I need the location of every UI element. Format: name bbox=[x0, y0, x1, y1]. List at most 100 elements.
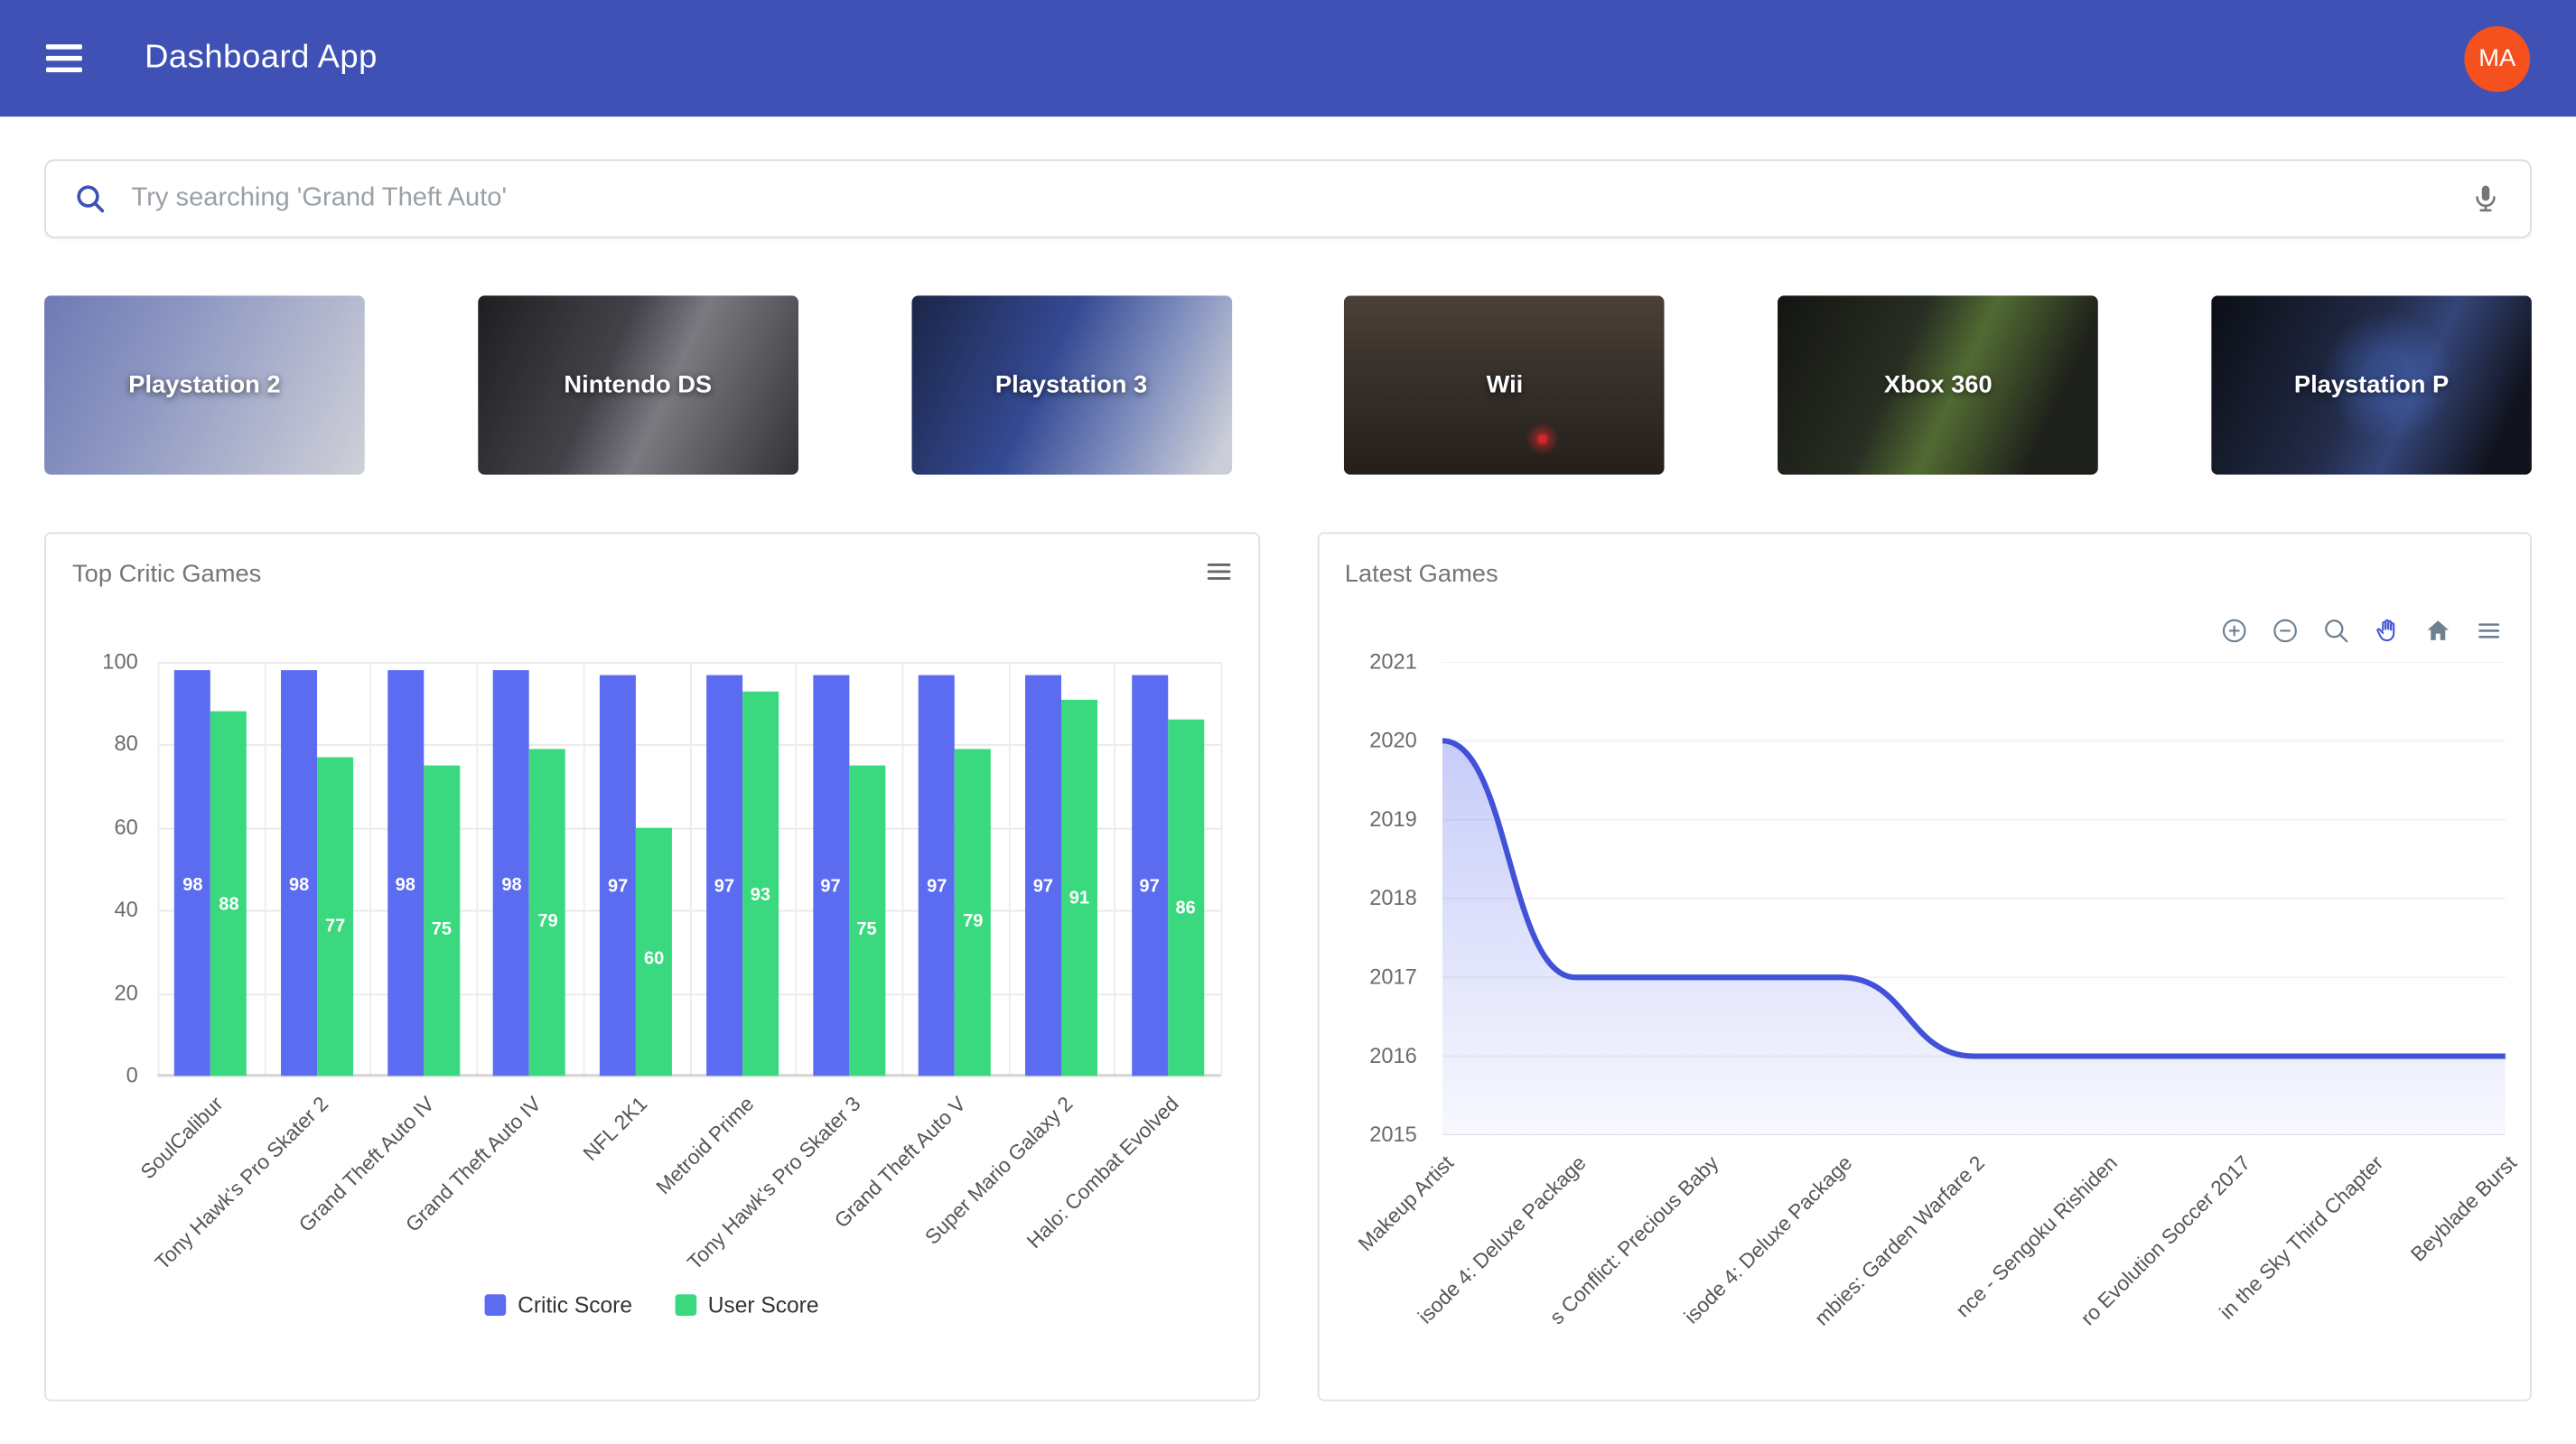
legend-label: Critic Score bbox=[518, 1292, 633, 1318]
bar-value-label: 98 bbox=[395, 875, 415, 896]
y-axis-tick: 0 bbox=[126, 1062, 138, 1088]
area-fill bbox=[1442, 741, 2505, 1135]
search-input[interactable] bbox=[131, 183, 2445, 214]
bar-user-score bbox=[1167, 720, 1204, 1076]
home-icon[interactable] bbox=[2423, 616, 2453, 646]
gridline bbox=[157, 662, 160, 1076]
gridline bbox=[1114, 662, 1116, 1076]
bar-critic-score bbox=[493, 670, 530, 1076]
selection-zoom-icon[interactable] bbox=[2321, 616, 2351, 646]
bar-user-score bbox=[742, 691, 779, 1076]
bar-value-label: 75 bbox=[431, 919, 452, 940]
bar-value-label: 88 bbox=[219, 894, 239, 915]
bar-user-score bbox=[636, 827, 673, 1076]
bar-critic-score bbox=[387, 670, 424, 1076]
y-axis-tick: 2018 bbox=[1369, 885, 1417, 910]
y-axis-tick: 80 bbox=[114, 731, 138, 757]
gridline bbox=[583, 662, 585, 1076]
bar-value-label: 91 bbox=[1069, 889, 1090, 909]
gridline bbox=[476, 662, 479, 1076]
x-axis-label: Metroid Prime bbox=[651, 1092, 759, 1199]
menu-icon[interactable] bbox=[2474, 616, 2504, 646]
gridline bbox=[157, 1076, 1221, 1078]
card-title-top-critic: Top Critic Games bbox=[72, 560, 262, 589]
bar-value-label: 97 bbox=[1139, 877, 1160, 898]
hamburger-menu-icon[interactable] bbox=[45, 44, 82, 72]
avatar[interactable]: MA bbox=[2464, 25, 2531, 91]
app-title: Dashboard App bbox=[145, 39, 378, 76]
card-title-latest-games: Latest Games bbox=[1344, 560, 1498, 589]
chart-menu-icon[interactable] bbox=[1202, 555, 1235, 588]
bar-user-score bbox=[423, 765, 460, 1076]
bar-value-label: 77 bbox=[325, 916, 346, 936]
bar-user-score bbox=[210, 712, 247, 1076]
gridline bbox=[264, 662, 266, 1076]
console-card-wii[interactable]: Wii bbox=[1344, 295, 1666, 475]
gridline bbox=[1220, 662, 1223, 1076]
legend-item[interactable]: Critic Score bbox=[484, 1292, 633, 1318]
legend-item[interactable]: User Score bbox=[675, 1292, 819, 1318]
search-bar[interactable] bbox=[44, 159, 2532, 238]
legend-swatch bbox=[484, 1294, 507, 1316]
console-row: Playstation 2 Nintendo DS Playstation 3 Wii… bbox=[44, 295, 2532, 475]
bar-chart-plot[interactable]: 98 88 98 77 98 75 98 79 97 60 97 93 97 75 97 79 97 91 97 86 bbox=[157, 662, 1223, 1078]
console-label: Wii bbox=[1486, 371, 1524, 399]
bar-value-label: 97 bbox=[714, 877, 734, 898]
zoom-in-icon[interactable] bbox=[2219, 616, 2249, 646]
gridline bbox=[901, 662, 904, 1076]
y-axis-tick: 2016 bbox=[1369, 1043, 1417, 1068]
bar-critic-score bbox=[919, 674, 956, 1076]
gridline bbox=[1008, 662, 1010, 1076]
console-label: Playstation P bbox=[2293, 371, 2450, 399]
bar-user-score bbox=[1060, 699, 1097, 1076]
console-card-playstation-p[interactable]: Playstation P bbox=[2211, 295, 2532, 475]
x-axis-label: Tony Hawk's Pro Skater 2 bbox=[151, 1092, 334, 1275]
x-axis-line bbox=[157, 1074, 1221, 1076]
x-axis-label: Makeup Artist bbox=[1353, 1151, 1459, 1256]
y-axis-tick: 2017 bbox=[1369, 964, 1417, 989]
bar-value-label: 79 bbox=[963, 912, 984, 933]
y-axis-tick: 100 bbox=[102, 648, 138, 674]
bar-critic-score bbox=[600, 674, 637, 1076]
gridline bbox=[369, 662, 372, 1076]
y-axis-tick: 2020 bbox=[1369, 727, 1417, 753]
bar-value-label: 97 bbox=[608, 877, 629, 898]
bar-critic-score bbox=[281, 670, 318, 1076]
bar-user-score bbox=[955, 749, 992, 1076]
zoom-out-icon[interactable] bbox=[2271, 616, 2301, 646]
bar-critic-score bbox=[812, 674, 849, 1076]
bar-value-label: 98 bbox=[182, 875, 203, 896]
bar-value-label: 86 bbox=[1175, 899, 1196, 919]
bar-critic-score bbox=[705, 674, 742, 1076]
console-label: Playstation 2 bbox=[128, 371, 281, 399]
bar-value-label: 60 bbox=[644, 949, 665, 970]
console-card-playstation-3[interactable]: Playstation 3 bbox=[910, 295, 1232, 475]
bar-value-label: 97 bbox=[1032, 877, 1054, 898]
y-axis-tick: 2015 bbox=[1369, 1122, 1417, 1147]
app-bar: Dashboard App MA bbox=[0, 0, 2576, 117]
line-chart-plot[interactable] bbox=[1442, 662, 2505, 1135]
bar-critic-score bbox=[174, 670, 211, 1076]
bar-user-score bbox=[317, 757, 354, 1076]
microphone-icon[interactable] bbox=[2468, 181, 2504, 217]
x-axis-label: SoulCalibur bbox=[135, 1092, 228, 1184]
y-axis-tick: 40 bbox=[114, 897, 138, 922]
y-axis-tick: 2021 bbox=[1369, 648, 1417, 674]
console-card-playstation-2[interactable]: Playstation 2 bbox=[44, 295, 365, 475]
console-card-nintendo-ds[interactable]: Nintendo DS bbox=[477, 295, 798, 475]
console-card-xbox-360[interactable]: Xbox 360 bbox=[1778, 295, 2099, 475]
bar-value-label: 97 bbox=[820, 877, 841, 898]
console-label: Xbox 360 bbox=[1883, 371, 1993, 399]
pan-icon[interactable] bbox=[2372, 616, 2402, 646]
console-label: Playstation 3 bbox=[994, 371, 1148, 399]
bar-value-label: 93 bbox=[750, 885, 771, 905]
bar-user-score bbox=[529, 749, 566, 1076]
chart-toolbar bbox=[2219, 616, 2504, 646]
legend-swatch bbox=[675, 1294, 696, 1316]
bar-value-label: 98 bbox=[501, 875, 522, 896]
y-axis-tick: 20 bbox=[114, 980, 138, 1005]
bar-value-label: 98 bbox=[288, 875, 310, 896]
bar-critic-score bbox=[1131, 674, 1168, 1076]
x-axis-label: NFL 2K1 bbox=[579, 1092, 653, 1166]
